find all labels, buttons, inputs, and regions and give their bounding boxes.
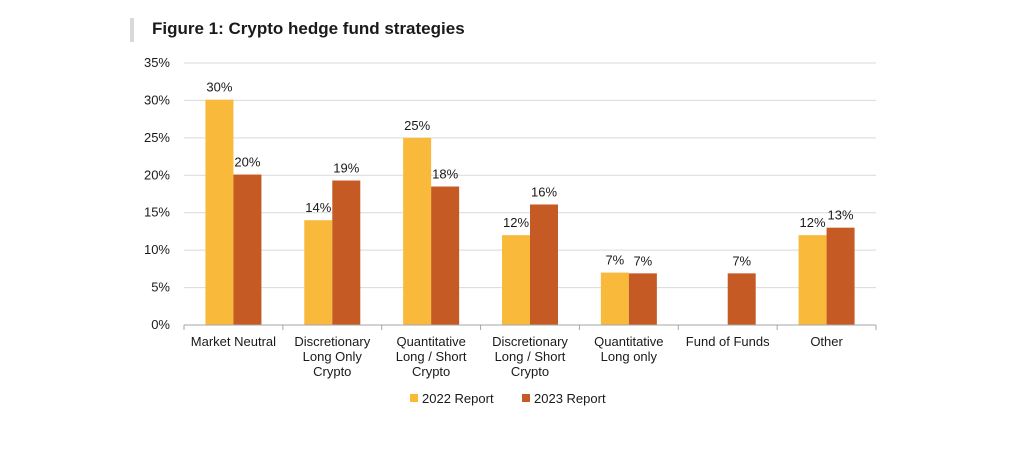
- data-label: 7%: [732, 253, 751, 268]
- bar-2023: [826, 227, 855, 325]
- x-tick-label: Discretionary Long / Short Crypto: [492, 334, 568, 379]
- x-axis: Market Neutral Discretionary Long Only Cryp…: [183, 324, 877, 379]
- data-label: 30%: [206, 80, 232, 95]
- x-tick-label: Fund of Funds: [686, 334, 770, 349]
- data-label: 19%: [333, 161, 359, 176]
- data-label: 7%: [633, 253, 652, 268]
- data-label: 14%: [305, 200, 331, 215]
- y-tick-label: 5%: [151, 280, 170, 295]
- data-label: 25%: [404, 118, 430, 133]
- y-tick-label: 35%: [144, 55, 170, 70]
- y-tick-label: 10%: [144, 242, 170, 257]
- x-tick-label: Market Neutral: [191, 334, 276, 349]
- bar-2022: [403, 137, 432, 325]
- y-axis: 0% 5% 10% 15% 20% 25% 30% 35%: [144, 55, 170, 332]
- bar-2023: [727, 273, 756, 325]
- data-labels: 30% 14% 25% 12% 7% 12% 20% 19% 18% 16% 7% 7% 13%: [206, 80, 854, 269]
- bar-2022: [502, 235, 530, 325]
- data-label: 13%: [828, 208, 854, 223]
- bar-2022: [798, 235, 827, 325]
- legend-label: 2023 Report: [534, 391, 606, 406]
- data-label: 7%: [605, 253, 624, 268]
- bar-2022: [205, 99, 234, 326]
- bars: [205, 99, 855, 326]
- y-tick-label: 25%: [144, 130, 170, 145]
- data-label: 16%: [531, 184, 557, 199]
- x-tick-label: Quantitative Long only: [594, 334, 663, 364]
- legend-swatch: [522, 394, 530, 402]
- title-accent-bar: [130, 18, 134, 42]
- bar-2023: [233, 174, 262, 325]
- legend-label: 2022 Report: [422, 391, 494, 406]
- data-label: 12%: [800, 215, 826, 230]
- chart-title: Figure 1: Crypto hedge fund strategies: [152, 19, 465, 38]
- bar-2022: [600, 272, 629, 325]
- y-tick-label: 0%: [151, 317, 170, 332]
- bar-2023: [530, 204, 558, 325]
- data-label: 12%: [503, 215, 529, 230]
- bar-2022: [304, 220, 333, 325]
- legend-swatch: [410, 394, 418, 402]
- bar-2023: [628, 273, 657, 325]
- legend: 2022 Report 2023 Report: [410, 391, 606, 406]
- x-tick-label: Discretionary Long Only Crypto: [294, 334, 370, 379]
- y-tick-label: 20%: [144, 167, 170, 182]
- data-label: 18%: [432, 167, 458, 182]
- x-tick-label: Other: [810, 334, 843, 349]
- y-tick-label: 15%: [144, 205, 170, 220]
- y-tick-label: 30%: [144, 92, 170, 107]
- data-label: 20%: [234, 155, 260, 170]
- x-tick-label: Quantitative Long / Short Crypto: [396, 334, 467, 379]
- bar-2023: [332, 180, 361, 325]
- bar-2023: [431, 186, 460, 325]
